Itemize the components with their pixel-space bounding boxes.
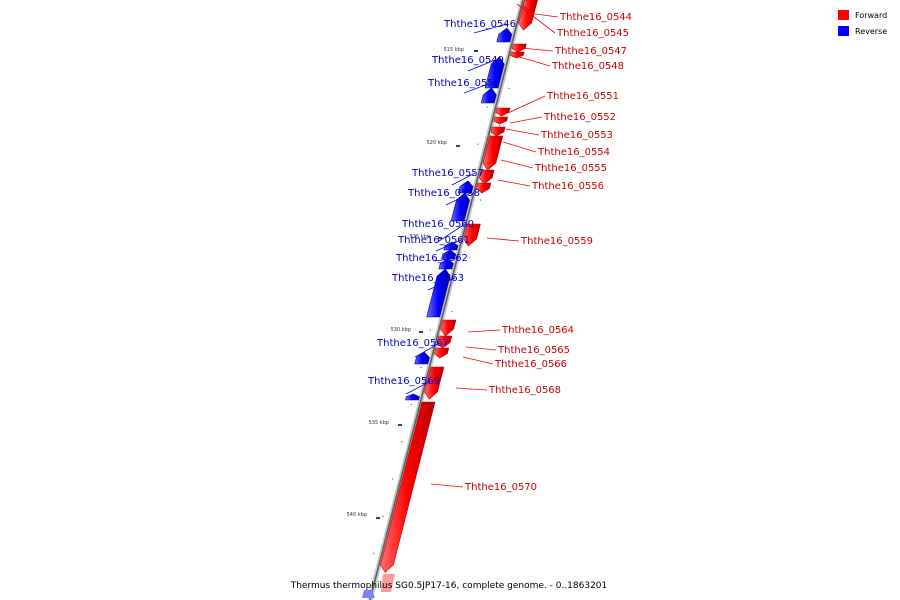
gene-label-ththe16_0551[interactable]: Ththe16_0551 — [546, 91, 619, 102]
gene-arrow-ththe16_0545[interactable] — [522, 0, 538, 11]
gene-leader-line — [405, 380, 432, 395]
gene-leader-line — [414, 342, 441, 358]
gene-leader-line — [507, 95, 546, 114]
gene-leader-line — [509, 116, 543, 124]
gene-arrow-ththe16_0546[interactable] — [496, 27, 513, 43]
tick-label: 535 kbp — [369, 420, 389, 426]
gene-leader-line — [427, 277, 456, 291]
gene-leader-line — [486, 237, 520, 242]
gene-label-ththe16_0556[interactable]: Ththe16_0556 — [531, 181, 604, 192]
gene-label-ththe16_0550[interactable]: Ththe16_0550 — [427, 78, 500, 89]
gene-leader-line — [462, 356, 494, 365]
gene-label-ththe16_0553[interactable]: Ththe16_0553 — [540, 130, 613, 141]
gene-label-ththe16_0568[interactable]: Ththe16_0568 — [488, 385, 561, 396]
gene-leader-line — [502, 141, 537, 153]
tick-label: 525 kbp — [410, 234, 430, 240]
gene-arrow-ththe16_0559[interactable] — [463, 223, 481, 247]
gene-arrow-ththe16_0553[interactable] — [490, 126, 506, 137]
genome-caption: Thermus thermophilus SG0.5JP17-16, compl… — [290, 581, 608, 591]
gene-fragment-reverse — [362, 590, 375, 598]
gene-arrow-ththe16_0555[interactable] — [478, 169, 495, 185]
gene-track — [362, 0, 538, 598]
gene-label-ththe16_0565[interactable]: Ththe16_0565 — [497, 345, 570, 356]
gene-leader-line — [520, 47, 554, 52]
gene-leader-line — [497, 179, 531, 187]
tick-label: 540 kbp — [347, 512, 367, 518]
gene-leader-line — [473, 23, 508, 34]
gene-label-ththe16_0544[interactable]: Ththe16_0544 — [559, 12, 632, 23]
gene-arrow-ththe16_0556[interactable] — [476, 182, 492, 194]
gene-label-ththe16_0567[interactable]: Ththe16_0567 — [376, 338, 449, 349]
gene-label-ththe16_0559[interactable]: Ththe16_0559 — [520, 236, 593, 247]
gene-label-ththe16_0566[interactable]: Ththe16_0566 — [494, 359, 567, 370]
legend: Forward Reverse — [838, 10, 887, 36]
gene-arrow-ththe16_0568[interactable] — [424, 366, 445, 400]
gene-label-ththe16_0547[interactable]: Ththe16_0547 — [554, 46, 627, 57]
gene-leader-line — [445, 192, 472, 206]
gene-leader-line — [515, 55, 551, 67]
legend-swatch-reverse — [838, 26, 849, 36]
gene-label-ththe16_0545[interactable]: Ththe16_0545 — [556, 28, 629, 39]
gene-leader-line — [433, 257, 460, 262]
gene-arrow-ththe16_0567[interactable] — [414, 351, 430, 365]
legend-label-forward: Forward — [855, 11, 887, 20]
gene-label-ththe16_0561[interactable]: Ththe16_0561 — [397, 235, 470, 246]
gene-label-ththe16_0564[interactable]: Ththe16_0564 — [501, 325, 574, 336]
legend-swatch-forward — [838, 10, 849, 20]
gene-label-ththe16_0549[interactable]: Ththe16_0549 — [431, 55, 504, 66]
gene-arrow-ththe16_0554[interactable] — [482, 135, 504, 171]
tick-label: 520 kbp — [427, 140, 447, 146]
gene-labels: Ththe16_0544 Ththe16_0545 Ththe16_0546 Thth… — [367, 3, 632, 493]
gene-leader-line — [527, 12, 559, 18]
gene-leader-line — [435, 223, 466, 244]
gene-label-ththe16_0558[interactable]: Ththe16_0558 — [407, 188, 480, 199]
gene-leader-line — [516, 3, 556, 34]
gene-arrow-ththe16_0548[interactable] — [510, 51, 525, 59]
gene-arrow-ththe16_0550[interactable] — [480, 87, 497, 104]
gene-label-ththe16_0546[interactable]: Ththe16_0546 — [443, 19, 516, 30]
gene-label-ththe16_0569[interactable]: Ththe16_0569 — [367, 376, 440, 387]
gene-arrow-ththe16_0563[interactable] — [426, 268, 451, 318]
gene-arrow-ththe16_0569[interactable] — [405, 393, 420, 401]
gene-leader-line — [451, 172, 476, 186]
scale-ticks: 515 kbp 520 kbp 525 kbp 530 kbp 535 kbp … — [347, 47, 478, 519]
gene-arrow-ththe16_0551[interactable] — [495, 107, 511, 117]
gene-leader-line — [467, 59, 496, 72]
gene-arrow-ththe16_0564[interactable] — [440, 319, 457, 337]
gene-arrow-ththe16_0552[interactable] — [493, 116, 509, 125]
gene-label-ththe16_0555[interactable]: Ththe16_0555 — [534, 163, 607, 174]
gene-label-ththe16_0562[interactable]: Ththe16_0562 — [395, 253, 468, 264]
gene-leader-line — [465, 346, 497, 351]
gene-label-ththe16_0557[interactable]: Ththe16_0557 — [411, 168, 484, 179]
tick-label: 530 kbp — [391, 327, 411, 333]
gene-leader-line — [463, 82, 492, 94]
gene-label-ththe16_0548[interactable]: Ththe16_0548 — [551, 61, 624, 72]
gene-fragment-forward — [381, 574, 395, 592]
gene-leader-line — [500, 159, 534, 169]
gene-arrow-ththe16_0566[interactable] — [434, 347, 450, 359]
gene-leader-line — [435, 239, 462, 252]
gene-leader-line — [455, 387, 488, 391]
gene-label-ththe16_0570[interactable]: Ththe16_0570 — [464, 482, 537, 493]
tick-label: 515 kbp — [444, 47, 464, 53]
gene-label-ththe16_0554[interactable]: Ththe16_0554 — [537, 147, 610, 158]
gene-leader-line — [467, 329, 501, 333]
legend-label-reverse: Reverse — [855, 27, 887, 36]
gene-label-ththe16_0552[interactable]: Ththe16_0552 — [543, 112, 616, 123]
gene-arrow-ththe16_0547[interactable] — [511, 43, 527, 53]
gene-arrow-ththe16_0570[interactable] — [380, 401, 436, 573]
gene-leader-line — [430, 483, 464, 488]
gene-leader-line — [505, 128, 540, 136]
gene-label-ththe16_0563[interactable]: Ththe16_0563 — [391, 273, 464, 284]
gene-label-ththe16_0560[interactable]: Ththe16_0560 — [401, 219, 474, 230]
gene-arrow-ththe16_0565[interactable] — [436, 335, 453, 349]
gene-arrow-ththe16_0558[interactable] — [450, 192, 470, 222]
genome-axis — [367, 0, 526, 600]
